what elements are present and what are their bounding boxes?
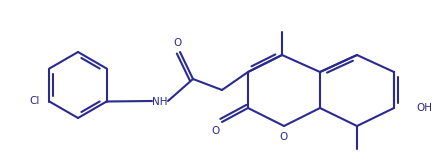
Text: OH: OH: [416, 103, 432, 113]
Text: Cl: Cl: [29, 96, 39, 107]
Text: O: O: [212, 126, 220, 136]
Text: O: O: [174, 38, 182, 48]
Text: O: O: [280, 132, 288, 142]
Text: NH: NH: [152, 97, 168, 107]
